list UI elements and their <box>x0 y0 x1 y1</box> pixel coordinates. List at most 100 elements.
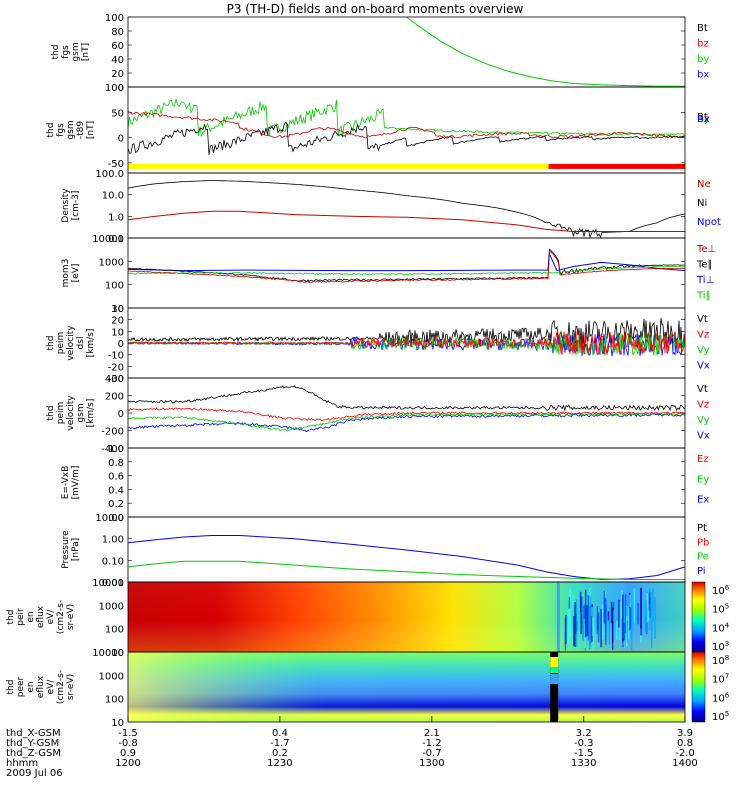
legend-Vy: Vy <box>697 415 710 426</box>
ytick-label: -400 <box>101 444 124 455</box>
xaxis-value: 0.9 <box>120 748 136 759</box>
ion-spectrogram-noise <box>640 588 642 636</box>
legend-Te⊥: Te⊥ <box>696 244 716 255</box>
electron-spectrogram-gap-blue <box>550 674 559 684</box>
ylabel-text: Density <box>61 188 71 223</box>
chart-title: P3 (TH-D) fields and on-board moments ov… <box>226 2 524 16</box>
series-Vz <box>127 407 685 422</box>
xaxis-value: 0.4 <box>272 728 288 739</box>
series-Bt <box>127 121 685 155</box>
ylabel-text: [cm-3] <box>71 191 81 221</box>
ion-spectrogram-noise <box>567 610 570 646</box>
ytick-label: 0.01 <box>102 578 124 589</box>
ytick-label: 1.0 <box>108 212 124 223</box>
legend-Vx: Vx <box>697 431 710 442</box>
xaxis-value: 1200 <box>115 758 140 769</box>
legend-bx: bx <box>697 70 709 81</box>
ytick-label: 100 <box>105 625 124 636</box>
ion-spectrogram-noise <box>602 613 605 622</box>
ytick-label: 100 <box>105 695 124 706</box>
xaxis-value: 1300 <box>419 758 444 769</box>
colorbar-tick-label: 107 <box>712 673 729 686</box>
colorbar-tick-label: 105 <box>712 710 729 723</box>
ylabel-text: eV/ <box>46 679 56 695</box>
xaxis-value: -1.2 <box>422 738 442 749</box>
ion-spectrogram-noise <box>637 603 639 625</box>
ytick-label: -20 <box>108 362 124 373</box>
ion-spectrogram-noise <box>622 638 624 648</box>
ion-spectrogram-noise <box>581 596 584 640</box>
ylabel-text: peim <box>56 402 66 425</box>
xaxis-value: -0.8 <box>118 738 138 749</box>
series-Vt <box>127 317 686 349</box>
ytick-label: -200 <box>101 427 124 438</box>
series-Ti-perp <box>127 253 686 272</box>
ion-spectrogram-noise <box>622 594 624 642</box>
ion-spectrogram-noise <box>582 593 585 606</box>
ylabel-text: peir <box>16 608 26 626</box>
ylabel-text: mom3 <box>61 259 71 288</box>
series-Vx <box>127 413 685 432</box>
ylabel-vel2: thd peim velocity gsm [km/s] <box>46 395 96 431</box>
ion-spectrogram-noise <box>647 610 650 622</box>
ion-spectrogram-noise <box>586 605 588 637</box>
ylabel-text: sr-eV) <box>66 604 76 630</box>
series-Ne <box>127 210 685 232</box>
ion-spectrogram-noise <box>564 617 567 651</box>
ylabel-ion_spec: thd peir en eflux eV/(cm2-s-sr-eV) <box>6 600 76 634</box>
ytick-label: 0.0 <box>108 513 124 524</box>
series-Vt <box>127 385 685 412</box>
ytick-label: 1.0 <box>108 444 124 455</box>
ytick-label: 10 <box>111 648 124 659</box>
ylabel-efield: E=-VxB [mV/m] <box>61 466 81 500</box>
xaxis-value: -1.5 <box>574 748 594 759</box>
colorbar-tick-label: 104 <box>712 621 730 634</box>
ylabel-text: en <box>26 611 36 622</box>
ytick-label: 100.0 <box>95 169 124 180</box>
legend-Pt: Pt <box>697 523 707 534</box>
ion-spectrogram-noise <box>592 617 595 652</box>
legend-Vy: Vy <box>697 345 710 356</box>
ion-spectrogram-noise <box>607 611 610 621</box>
ytick-label: 10 <box>111 327 124 338</box>
ylabel-text: gsm <box>76 403 86 422</box>
ylabel-text: velocity <box>66 395 76 431</box>
ytick-label: 20 <box>111 316 124 327</box>
colorbar-tick-label: 106 <box>712 584 730 597</box>
ion-spectrogram-noise <box>618 599 620 628</box>
series-By <box>127 98 685 137</box>
ylabel-text: en <box>26 681 36 692</box>
ion-spectrogram-noise <box>596 615 599 630</box>
ylabel-text: [eV] <box>71 264 81 283</box>
ion-spectrogram-noise <box>627 607 630 640</box>
ytick-label: 0.6 <box>108 472 124 483</box>
colorbar-tick-label: 106 <box>712 691 730 704</box>
series-Vz <box>127 331 686 356</box>
ion-spectrogram-gap <box>556 582 560 652</box>
legend-bz: bz <box>697 39 709 50</box>
xaxis-value: 3.9 <box>677 728 693 739</box>
series-Te-perp <box>127 250 685 284</box>
legend-Ne: Ne <box>697 179 711 190</box>
ytick-label: 0 <box>118 409 124 420</box>
ytick-label: 1.00 <box>102 535 124 546</box>
legend-Vx: Vx <box>697 361 710 372</box>
ion-spectrogram-noise <box>574 602 576 648</box>
ion-spectrogram-noise <box>575 599 578 647</box>
series-Ni <box>127 180 685 239</box>
ylabel-text: [km/s] <box>86 399 96 428</box>
ylabel-text: (cm2-s- <box>56 600 66 634</box>
ytick-label: 10 <box>111 718 124 729</box>
ion-spectrogram-noise <box>646 593 648 623</box>
electron-spectrogram-gap <box>550 652 559 722</box>
ylabel-text: peer <box>16 676 26 697</box>
ylabel-text: thd <box>51 45 61 60</box>
legend-Vt: Vt <box>697 384 708 395</box>
ylabel-bdet: thd fgs gsm -t89 [nT] <box>46 120 96 139</box>
ion-spectrogram-noise <box>645 600 647 633</box>
colorbar-tick-label: 103 <box>712 640 729 653</box>
ylabel-text: (cm2-s- <box>56 670 66 704</box>
status-bar-yellow <box>128 163 549 169</box>
ion-spectrogram-noise <box>611 620 614 643</box>
xaxis-value: 3.2 <box>576 728 592 739</box>
